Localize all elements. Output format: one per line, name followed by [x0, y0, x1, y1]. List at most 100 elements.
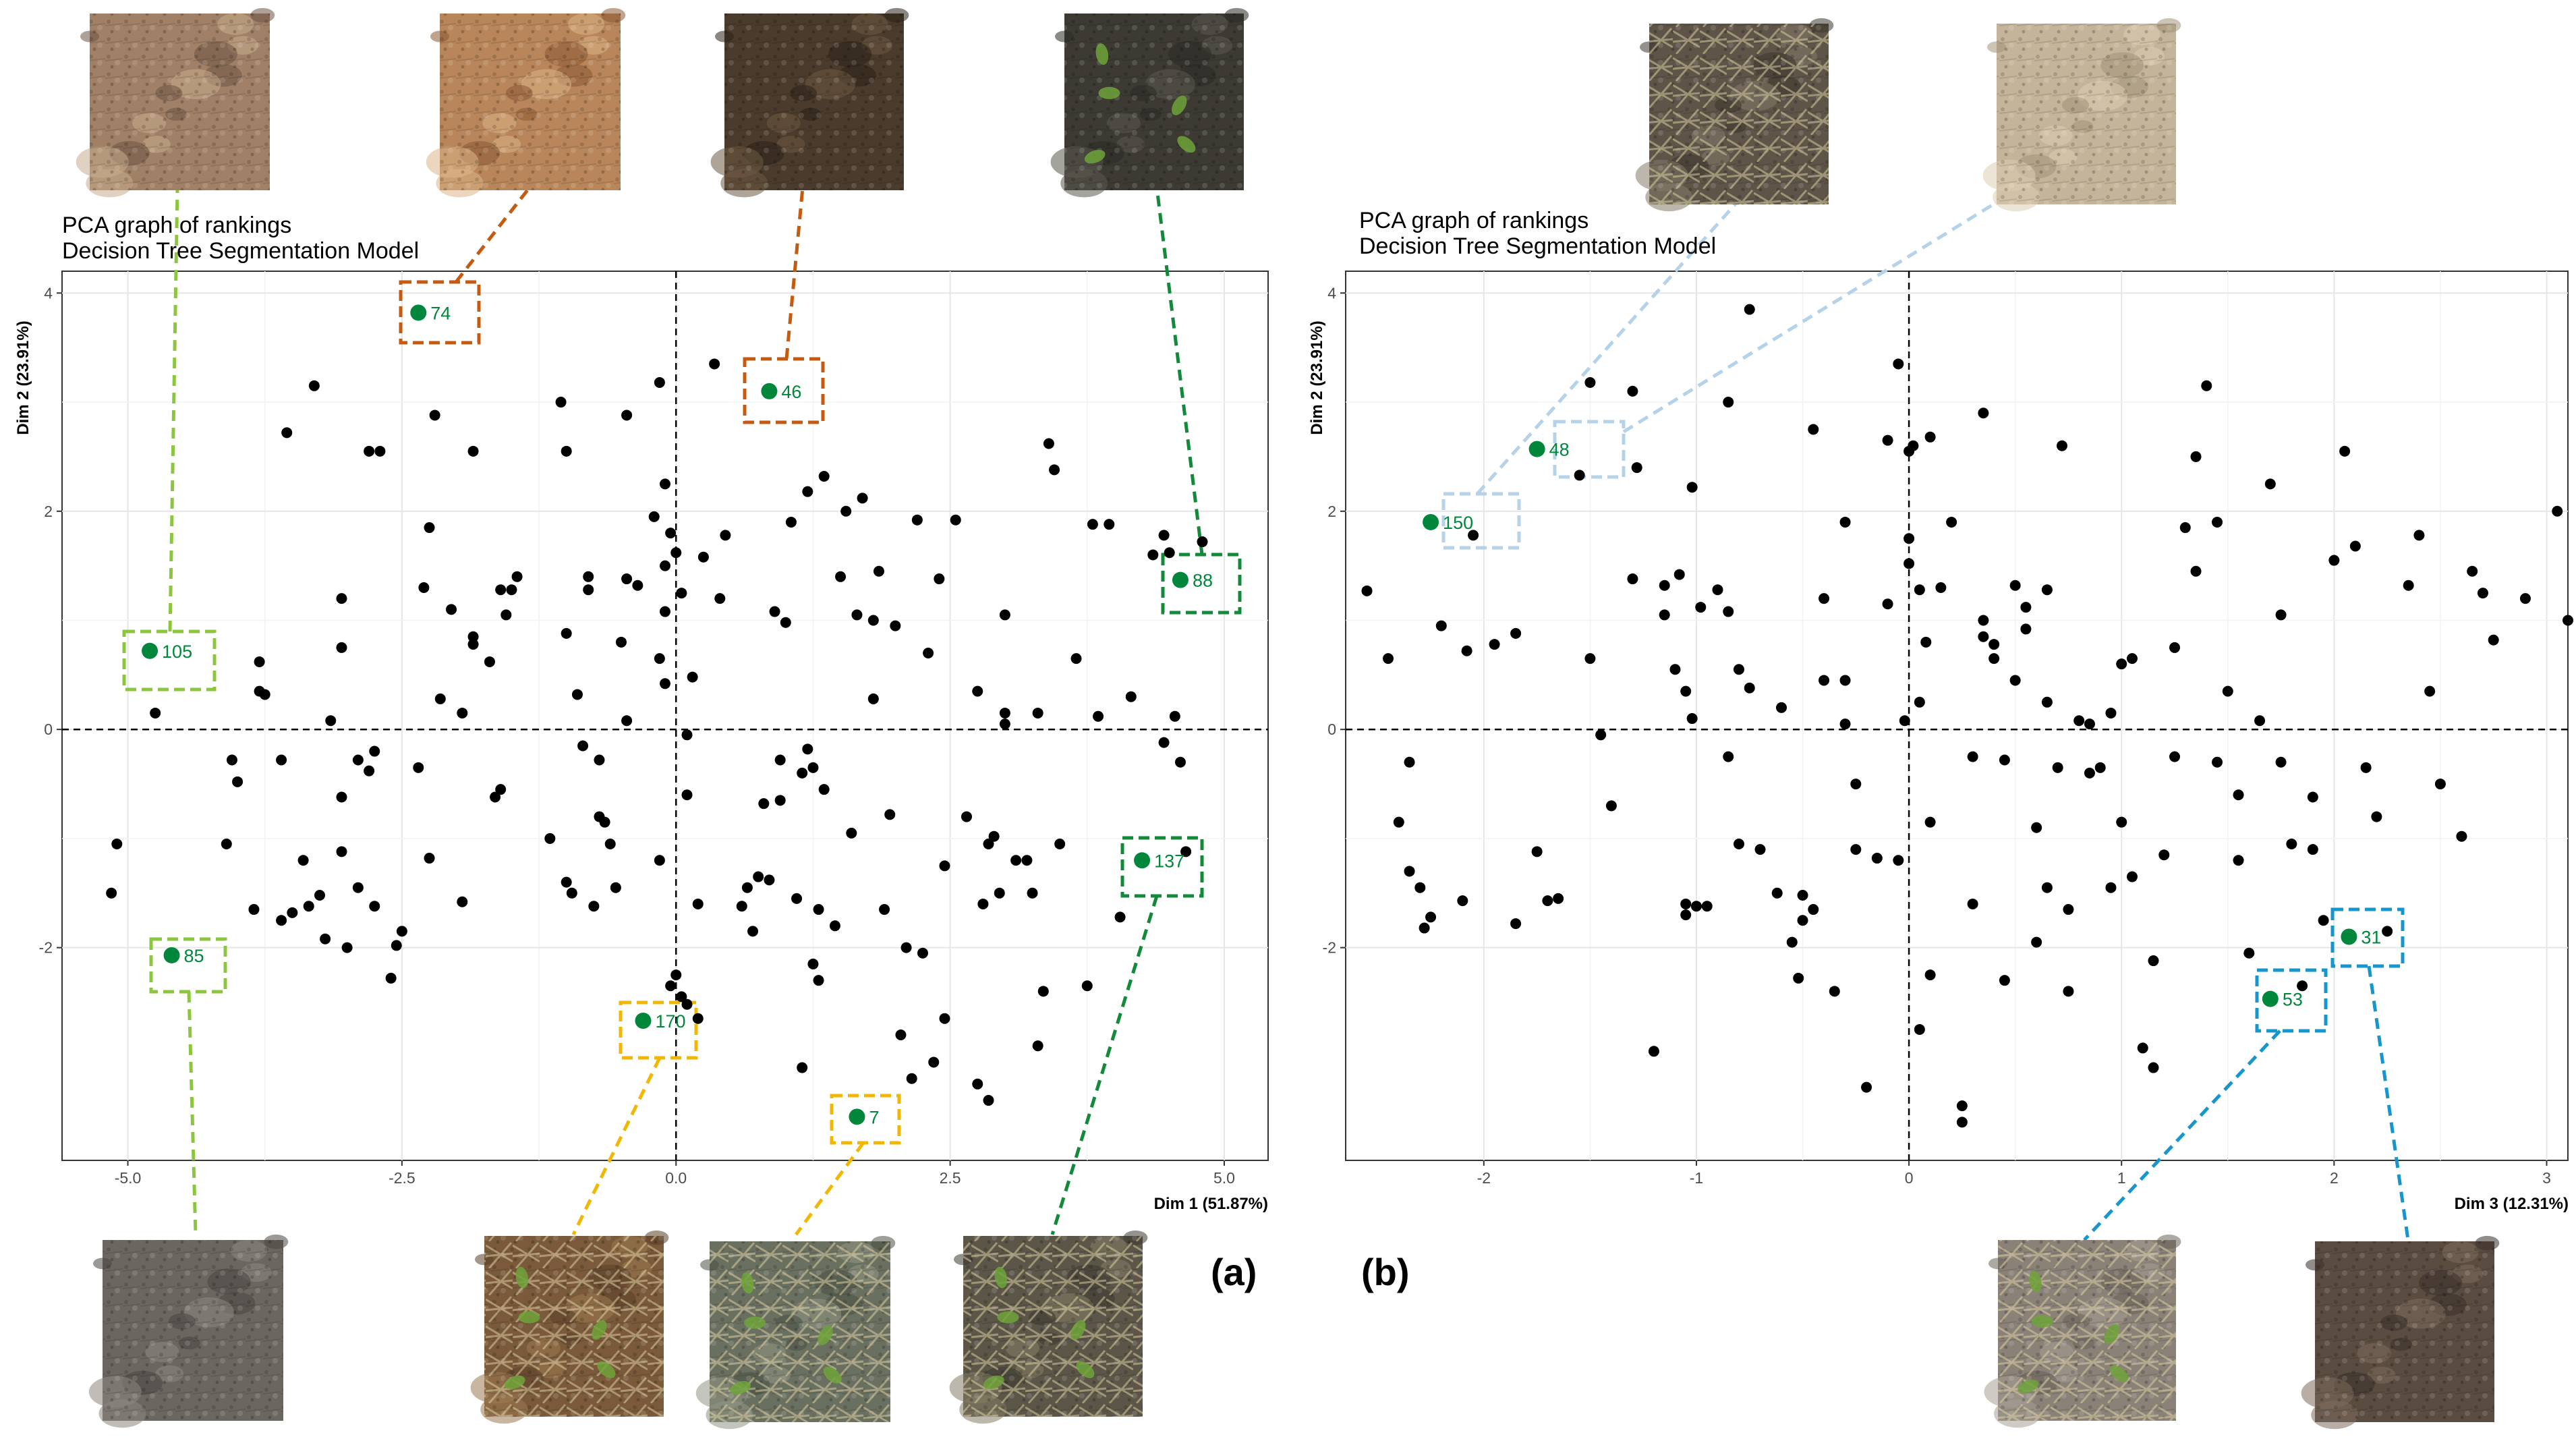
data-point [621, 410, 633, 421]
soil-thumbnail-137 [949, 1230, 1148, 1424]
callout-box-48 [1553, 420, 1626, 479]
highlight-point-46 [761, 383, 778, 399]
data-point [2318, 915, 2329, 926]
data-point [1978, 615, 1989, 626]
data-point [2105, 707, 2117, 718]
callout-box-137 [1120, 836, 1204, 898]
data-point [753, 871, 764, 882]
data-point [2148, 955, 2159, 967]
callout-line-53 [2083, 1029, 2281, 1241]
data-point [1419, 922, 1430, 934]
data-point [2212, 516, 2223, 528]
data-point [840, 505, 852, 517]
data-point [320, 933, 331, 944]
data-point [961, 811, 972, 822]
data-point [1461, 645, 1472, 656]
data-point [1032, 1040, 1043, 1052]
data-point [1197, 536, 1208, 548]
data-point [352, 754, 364, 766]
data-point [1680, 898, 1692, 909]
data-point [2137, 1042, 2148, 1054]
data-point [1924, 969, 1936, 981]
data-point [911, 514, 923, 526]
data-point [1383, 653, 1394, 665]
highlight-point-88 [1172, 571, 1189, 588]
data-point [2084, 767, 2095, 779]
callout-line-7 [794, 1141, 865, 1236]
grid-a [62, 271, 1268, 1160]
data-point [1839, 675, 1851, 686]
chart-title-a: PCA graph of rankings [62, 213, 291, 238]
data-point [1967, 898, 1978, 909]
data-point [364, 445, 375, 457]
data-point [1978, 407, 1989, 419]
data-point [424, 522, 435, 534]
data-point [457, 896, 468, 907]
data-point [566, 887, 577, 899]
data-point [665, 980, 677, 992]
data-point [714, 593, 726, 604]
data-point [1914, 1023, 1925, 1035]
data-point [681, 729, 693, 741]
data-point [774, 795, 786, 806]
data-point [1946, 516, 1957, 528]
data-point [917, 947, 928, 959]
data-point [2519, 593, 2531, 604]
highlight-point-53 [2262, 990, 2279, 1007]
data-point [802, 486, 813, 497]
y-tick-label: 0 [44, 721, 53, 738]
data-point [495, 584, 507, 596]
data-point [2456, 830, 2467, 842]
data-point [1659, 609, 1670, 621]
data-point [681, 998, 693, 1010]
data-point [1988, 653, 2000, 665]
data-point [884, 809, 896, 820]
data-point [1733, 839, 1744, 850]
data-point [1839, 516, 1851, 528]
data-point [2563, 615, 2573, 626]
data-point [818, 784, 830, 795]
highlight-point-74 [410, 304, 427, 321]
data-point [2212, 756, 2223, 768]
data-point [2063, 986, 2074, 997]
data-point [1164, 547, 1175, 559]
data-point [1967, 751, 1978, 762]
data-point [1723, 606, 1734, 617]
data-point [747, 926, 759, 937]
callout-line-46 [784, 187, 805, 360]
data-point [720, 530, 731, 541]
callouts-a [122, 186, 1242, 1236]
point-label-53: 53 [2283, 990, 2303, 1010]
data-point [2056, 440, 2067, 451]
data-point [2190, 565, 2202, 577]
panel-label-b: (b) [1361, 1251, 1410, 1293]
data-point [1819, 675, 1830, 686]
x-tick-label: 5.0 [1213, 1169, 1235, 1187]
plot-panel-b [1345, 271, 2569, 1161]
axes-b: -2 -1 0 1 2 3 -2 0 2 4 [1323, 271, 2568, 1187]
data-point [2403, 580, 2414, 591]
highlight-point-150 [1423, 513, 1439, 530]
data-point [2488, 634, 2499, 646]
data-point [418, 582, 430, 593]
data-point [1690, 901, 1702, 912]
y-tick-label: -2 [1323, 939, 1336, 957]
data-point [1797, 890, 1808, 901]
data-point [999, 718, 1010, 730]
data-point [1771, 887, 1783, 899]
chart-subtitle-b: Decision Tree Segmentation Model [1359, 233, 1716, 259]
data-point [1808, 424, 1819, 435]
data-point [2094, 762, 2106, 773]
callout-line-74 [455, 186, 531, 283]
data-point [1049, 464, 1060, 476]
data-point [248, 904, 260, 915]
data-point [2360, 762, 2372, 773]
data-point [1882, 434, 1893, 446]
callout-line-31 [2367, 965, 2410, 1241]
data-point [150, 707, 161, 718]
data-point [1010, 855, 1022, 866]
data-point [561, 876, 572, 888]
data-point [2264, 478, 2276, 490]
soil-thumbnail-46 [710, 7, 909, 198]
data-point [1669, 664, 1681, 675]
